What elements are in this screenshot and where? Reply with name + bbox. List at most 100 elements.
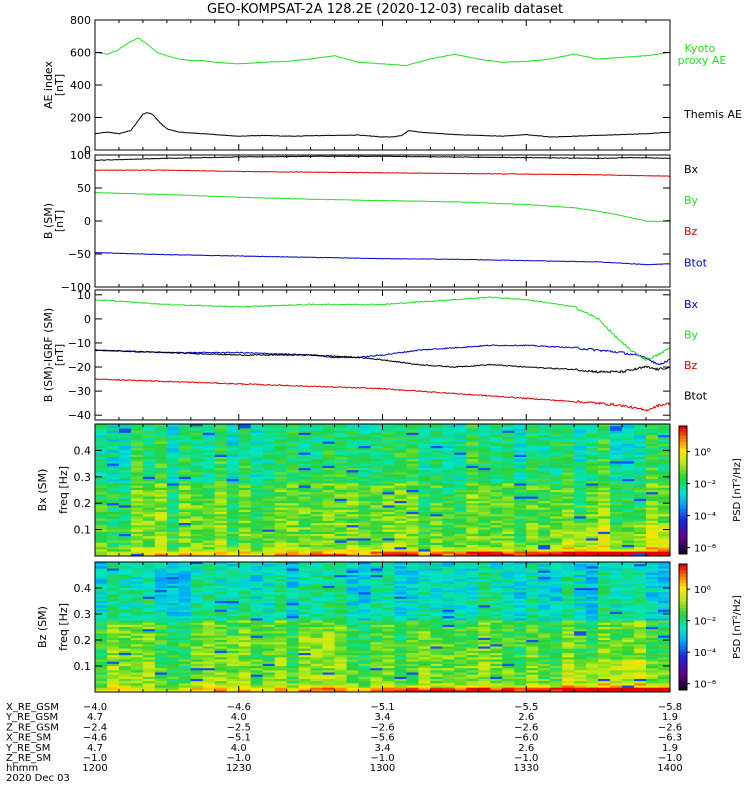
- spectrogram-cell: [154, 523, 168, 526]
- spectrogram-cell: [622, 481, 635, 484]
- spectrogram-cell: [166, 588, 180, 591]
- spectrogram-cell: [118, 435, 132, 438]
- spectrogram-cell: [310, 679, 324, 682]
- spectrogram-cell: [562, 483, 575, 487]
- spectrogram-cell: [190, 585, 204, 589]
- spectrogram-cell: [334, 459, 348, 462]
- spectrogram-cell: [190, 430, 204, 434]
- spectrogram-cell: [466, 512, 479, 515]
- spectrogram-cell: [166, 659, 180, 663]
- spectrogram-cell: [214, 538, 228, 542]
- spectrogram-cell: [610, 534, 623, 537]
- spectrogram-cell: [658, 452, 671, 456]
- spectrogram-cell: [130, 659, 144, 663]
- spectrogram-cell: [658, 496, 671, 500]
- spectrogram-cell: [190, 463, 204, 467]
- spectrogram-cell: [142, 479, 156, 482]
- spectrogram-cell: [406, 564, 419, 567]
- spectrogram-cell: [154, 609, 168, 613]
- spectrogram-cell: [190, 540, 204, 544]
- spectrogram-cell: [154, 564, 168, 567]
- spectrogram-cell: [574, 505, 587, 509]
- spectrogram-cell: [526, 483, 539, 487]
- spectrogram-cell: [250, 509, 264, 513]
- spectrogram-cell: [442, 531, 455, 535]
- spectrogram-cell: [502, 516, 515, 520]
- spectrogram-cell: [634, 540, 647, 544]
- spectrogram-cell: [322, 585, 336, 589]
- spectrogram-cell: [394, 501, 407, 504]
- spectrogram-cell: [142, 494, 156, 498]
- spectrogram-cell: [202, 648, 216, 652]
- spectrogram-cell: [286, 424, 300, 427]
- spectrogram-cell: [598, 547, 611, 550]
- spectrogram-cell: [418, 661, 431, 665]
- spectrogram-cell: [262, 601, 276, 604]
- spectrogram-cell: [310, 551, 324, 555]
- spectrogram-cell: [310, 598, 324, 602]
- spectrogram-cell: [298, 476, 312, 480]
- spectrogram-cell: [130, 512, 144, 515]
- spectrogram-cell: [418, 468, 431, 471]
- spectrogram-cell: [310, 468, 324, 471]
- spectrogram-cell: [442, 622, 455, 626]
- spectrogram-cell: [298, 592, 312, 595]
- colorbar-segment: [679, 534, 687, 539]
- spectrogram-cell: [622, 483, 635, 487]
- spectrogram-cell: [154, 549, 168, 553]
- spectrogram-cell: [550, 430, 563, 434]
- spectrogram-cell: [394, 663, 407, 667]
- spectrogram-cell: [130, 498, 144, 502]
- spectrogram-cell: [142, 562, 156, 565]
- spectrogram-cell: [118, 545, 132, 548]
- spectrogram-cell: [598, 503, 611, 506]
- spectrogram-cell: [298, 529, 312, 533]
- spectrogram-cell: [95, 687, 108, 691]
- spectrogram-cell: [166, 523, 180, 526]
- spectrogram-cell: [214, 479, 228, 482]
- spectrogram-cell: [274, 542, 288, 546]
- spectrogram-cell: [346, 432, 360, 436]
- spectrogram-cell: [286, 598, 300, 602]
- spectrogram-cell: [346, 642, 360, 645]
- spectrogram-cell: [202, 620, 216, 624]
- spectrogram-cell: [250, 655, 264, 658]
- spectrogram-cell: [262, 629, 276, 632]
- spectrogram-cell: [118, 512, 132, 515]
- spectrogram-cell: [226, 679, 240, 682]
- spectrogram-cell: [298, 672, 312, 676]
- spectrogram-cell: [334, 609, 348, 613]
- spectrogram-cell: [574, 426, 587, 429]
- spectrogram-cell: [634, 536, 647, 539]
- spectrogram-cell: [106, 472, 120, 476]
- spectrogram-cell: [262, 553, 276, 557]
- spectrogram-cell: [310, 465, 324, 469]
- spectrogram-cell: [310, 689, 324, 693]
- spectrogram-cell: [166, 547, 180, 550]
- spectrogram-cell: [646, 492, 659, 495]
- spectrogram-cell: [454, 534, 467, 537]
- spectrogram-cell: [310, 549, 324, 553]
- spectrogram-cell: [334, 494, 348, 498]
- spectrogram-cell: [394, 655, 407, 658]
- spectrogram-cell: [166, 616, 180, 619]
- spectrogram-cell: [418, 428, 431, 432]
- spectrogram-cell: [646, 523, 659, 526]
- y-tick-label: 800: [70, 14, 91, 27]
- spectrogram-cell: [622, 428, 635, 432]
- spectrogram-cell: [286, 461, 300, 465]
- spectrogram-cell: [238, 437, 252, 440]
- spectrogram-cell: [286, 534, 300, 537]
- spectrogram-cell: [298, 564, 312, 567]
- spectrogram-cell: [406, 523, 419, 526]
- spectrogram-cell: [202, 496, 216, 500]
- series-line-themis-ae: [94, 112, 671, 138]
- y-tick-label: −40: [68, 409, 91, 422]
- spectrogram-cell: [118, 618, 132, 621]
- spectrogram-cell: [202, 428, 216, 432]
- spectrogram-cell: [238, 501, 252, 504]
- spectrogram-cell: [454, 426, 467, 429]
- spectrogram-cell: [430, 551, 443, 555]
- spectrogram-cell: [298, 616, 312, 619]
- spectrogram-cell: [142, 512, 156, 515]
